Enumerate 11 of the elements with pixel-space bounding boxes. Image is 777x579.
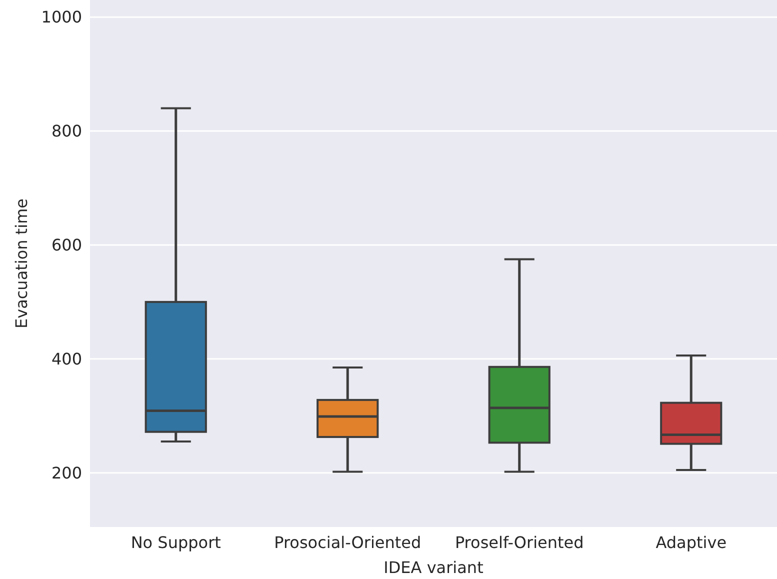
y-tick-label: 800 [51,122,82,141]
x-tick-label: Proself-Oriented [454,533,584,552]
x-tick-label: Adaptive [656,533,727,552]
y-tick-label: 1000 [41,8,82,27]
y-axis-title: Evacuation time [12,198,31,329]
x-tick-label: No Support [130,533,221,552]
x-axis-title: IDEA variant [384,558,484,577]
x-tick-label: Prosocial-Oriented [274,533,422,552]
y-tick-label: 400 [51,350,82,369]
y-tick-label: 600 [51,236,82,255]
y-tick-label: 200 [51,463,82,482]
